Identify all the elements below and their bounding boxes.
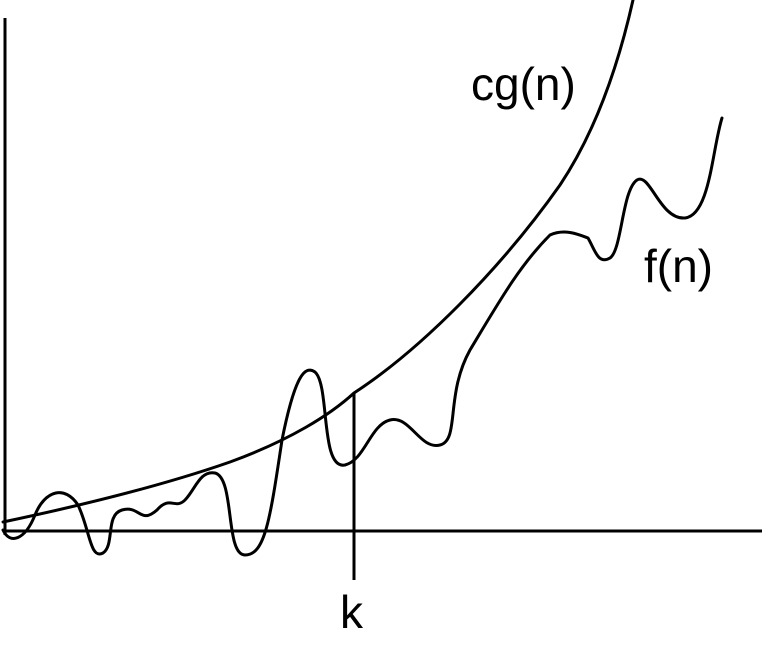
f-curve <box>1 116 724 557</box>
f-label: f(n) <box>644 240 713 292</box>
cg-curve <box>1 0 635 524</box>
cg-label: cg(n) <box>471 58 576 110</box>
k-label: k <box>340 586 364 638</box>
